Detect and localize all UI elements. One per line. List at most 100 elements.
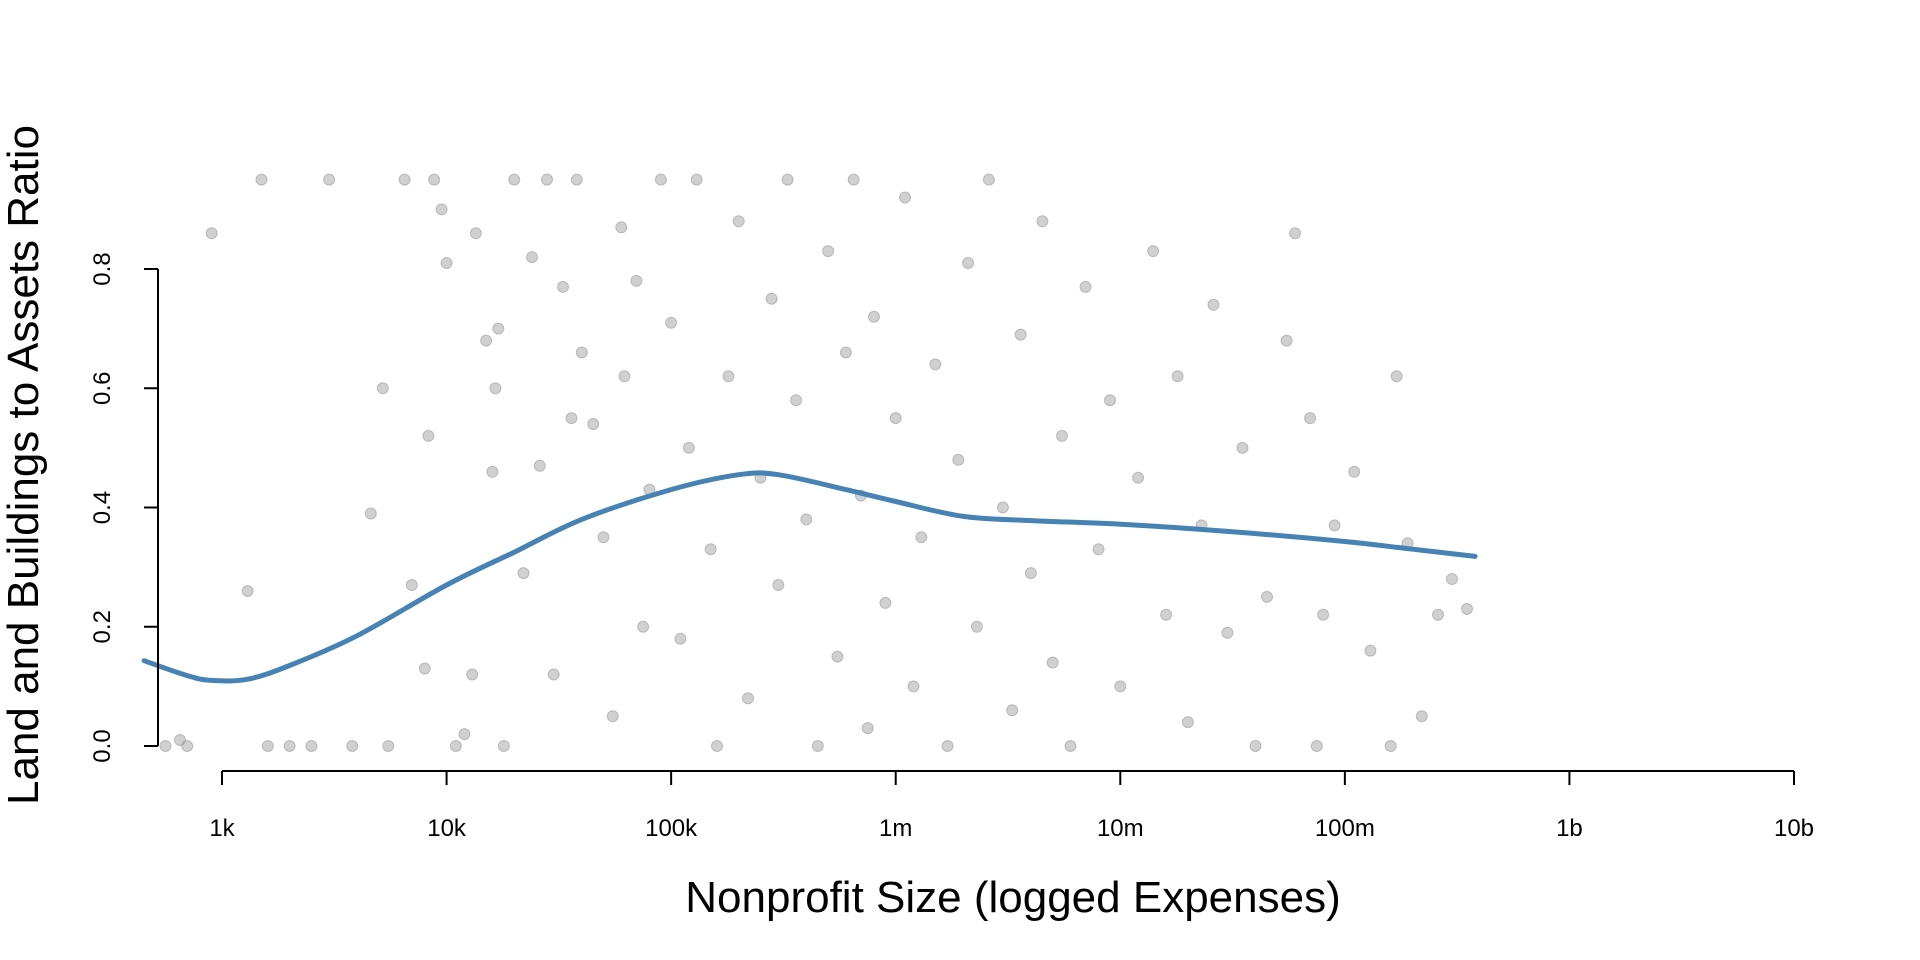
scatter-point [547,668,560,681]
scatter-point [1132,471,1145,484]
scatter-point [704,543,717,556]
scatter-point [440,257,453,269]
scatter-point [1236,441,1249,454]
scatter-point [533,459,546,472]
scatter-point [765,292,778,305]
scatter-point [1280,334,1293,347]
scatter-point [1046,656,1059,669]
scatter-point [1147,245,1160,258]
scatter-point [982,173,995,186]
scatter-point [790,394,803,407]
scatter-point [489,382,502,395]
scatter-point [962,257,975,269]
x-tick-label: 100k [645,815,698,842]
scatter-point [1261,590,1273,603]
scatter-point [497,740,510,752]
scatter-point [1384,740,1397,752]
scatter-point [1171,370,1184,383]
scatter-points [159,173,1473,752]
x-axis-title: Nonprofit Size (logged Expenses) [685,873,1340,922]
scatter-point [480,334,493,347]
scatter-point [1317,608,1330,621]
scatter-point [1304,412,1317,425]
scatter-point [376,382,389,395]
scatter-point [508,173,521,186]
scatter-point [557,280,569,293]
scatter-point [1104,394,1116,407]
scatter-point [261,740,274,752]
scatter-point [587,418,600,430]
y-axis-title: Land and Buildings to Assets Ratio [0,125,48,805]
y-tick-label: 0.8 [89,252,116,285]
y-tick-label: 0.4 [89,491,116,524]
scatter-point [422,429,435,442]
scatter-point [283,740,296,752]
scatter-point [205,227,218,240]
scatter-point [492,322,505,335]
scatter-point [1249,740,1262,752]
scatter-point [1181,716,1194,729]
scatter-point [575,346,588,359]
scatter-point [800,513,813,526]
scatter-point [323,173,336,186]
scatter-point [879,596,892,609]
scatter-point [1036,215,1049,228]
x-tick-label: 1m [879,815,912,842]
scatter-point [1006,704,1019,717]
scatter-point [665,316,678,329]
scatter-point [159,740,172,752]
scatter-point [1446,573,1458,585]
x-tick-label: 100m [1315,815,1375,842]
x-tick-label: 10m [1097,815,1144,842]
x-axis-ticks: 1k 10k 100k 1m 10m 100m 1b 10b [209,771,1814,842]
scatter-point [654,173,667,186]
scatter-point [541,173,553,186]
scatter-point [241,585,254,597]
scatter-point [1221,626,1234,639]
scatter-point [742,692,754,705]
scatter-point [907,680,920,693]
scatter-point [1064,740,1077,752]
scatter-point [722,370,735,383]
scatter-point [637,620,650,633]
scatter-point [847,173,860,186]
scatter-point [1461,602,1473,615]
scatter-point [711,740,723,752]
x-tick-label: 10k [427,815,467,842]
trend-line [141,470,1478,684]
scatter-point [428,173,441,186]
scatter-point [1432,608,1444,621]
scatter-point [822,245,835,258]
scatter-point [565,412,578,425]
scatter-point [1289,227,1301,240]
scatter-point [682,441,695,454]
scatter-point [597,531,610,544]
scatter-point [398,173,411,186]
y-tick-label: 0.0 [89,729,116,762]
scatter-point [570,173,583,186]
scatter-point [889,412,902,425]
scatter-point [970,620,983,633]
scatter-point [466,668,479,681]
scatter-point [449,740,462,752]
scatter-point [615,221,628,234]
scatter-point [1092,543,1105,556]
scatter-point [618,370,631,383]
scatter-point [1024,567,1037,580]
scatter-point [899,191,911,204]
scatter-point [435,203,448,216]
scatter-point [772,579,785,591]
scatter-point [941,740,954,752]
scatter-point [418,662,431,675]
scatter-point [405,579,418,591]
x-tick-label: 1b [1556,815,1583,842]
scatter-point [1114,680,1127,693]
scatter-point [1014,328,1027,341]
scatter-point [996,501,1009,514]
scatter-point [517,567,530,580]
scatter-point [1390,370,1403,383]
scatter-point [732,215,745,228]
scatter-point [346,740,359,752]
scatter-point [1160,608,1173,621]
